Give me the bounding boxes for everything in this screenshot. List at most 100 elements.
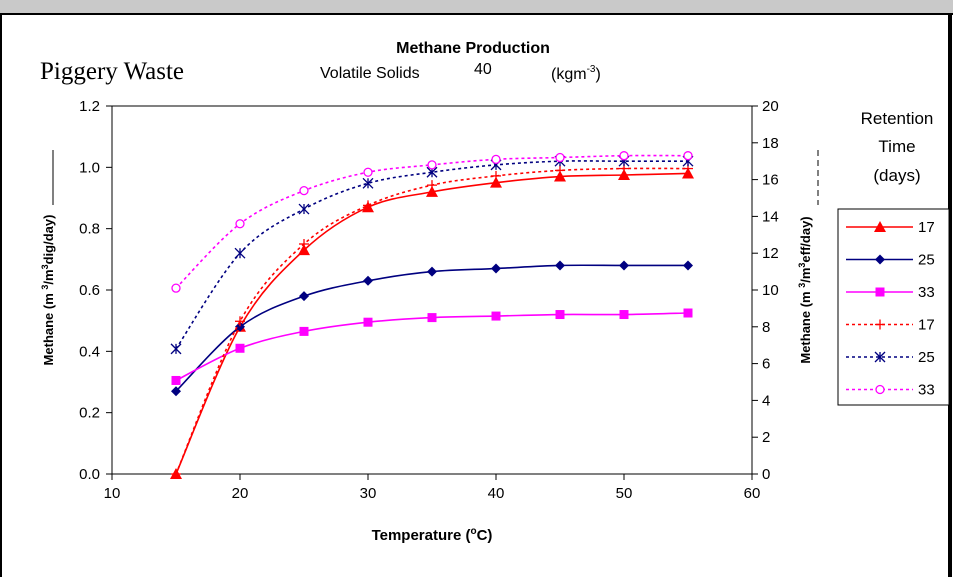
y-left-a: Methane (m [41, 290, 56, 366]
y-left-b: /m [41, 269, 56, 284]
marker-square [299, 326, 309, 336]
chart-title: Methane Production [396, 40, 550, 57]
marker-square [555, 310, 565, 320]
y-left-axis-ticks: 0.0 0.2 0.4 0.6 0.8 1.0 1.2 [79, 98, 112, 483]
x-tick-label: 20 [232, 485, 249, 502]
marker-triangle [874, 221, 886, 232]
vs-unit-open: (kgm [551, 66, 587, 83]
series-layer [170, 151, 694, 479]
marker-circle [299, 185, 309, 196]
volatile-solids-value: 40 [474, 61, 492, 78]
y-right-sup1: 3 [797, 283, 807, 288]
y-left-sup1: 3 [40, 285, 50, 290]
y-right-tick-label: 20 [762, 98, 779, 115]
x-label-prefix: Temperature ( [372, 527, 471, 544]
marker-square [171, 375, 181, 385]
series-dig-25 [171, 260, 693, 397]
x-tick-label: 10 [104, 485, 121, 502]
x-tick-label: 40 [488, 485, 505, 502]
legend-entry: 17 [846, 317, 935, 334]
y-right-label-group: Methane (m 3/m3eff/day) [797, 216, 813, 363]
vs-unit-exp: -3 [587, 64, 596, 75]
x-axis-label: Temperature (oC) [372, 526, 493, 544]
y-left-tick-label: 1.0 [79, 159, 100, 176]
y-right-tick-label: 8 [762, 319, 770, 336]
marker-diamond [875, 254, 885, 265]
marker-circle [683, 151, 693, 161]
y-right-tick-label: 12 [762, 245, 779, 262]
marker-triangle [298, 244, 310, 256]
marker-triangle [426, 185, 438, 197]
legend-box [837, 208, 950, 406]
y-right-axis-ticks: 0 2 4 6 8 10 12 14 16 18 20 [752, 98, 779, 483]
y-right-b: /m [798, 268, 813, 283]
marker-diamond [619, 260, 629, 271]
marker-square [363, 317, 373, 327]
y-left-tick-label: 0.4 [79, 343, 100, 360]
marker-triangle [618, 169, 630, 180]
y-right-tick-label: 0 [762, 466, 770, 483]
series-dig-33 [171, 308, 693, 385]
legend-title-line2: Time [878, 137, 915, 156]
y-right-tick-label: 6 [762, 356, 770, 373]
y-right-tick-label: 16 [762, 172, 779, 189]
marker-diamond [299, 291, 309, 302]
x-label-sup: o [470, 526, 476, 537]
y-right-tick-label: 4 [762, 392, 770, 409]
legend-entry: 25 [846, 349, 935, 366]
marker-square [875, 287, 885, 297]
marker-square [491, 311, 501, 321]
marker-square [619, 310, 629, 320]
vs-unit-close: ) [595, 66, 600, 83]
legend-title-line1: Retention [861, 109, 934, 128]
marker-diamond [363, 275, 373, 286]
legend-entry: 33 [846, 382, 935, 399]
y-right-tick-label: 2 [762, 429, 770, 446]
series-line [175, 160, 688, 350]
marker-circle [619, 151, 629, 161]
marker-circle [427, 160, 437, 170]
y-left-c: dig/day) [41, 215, 56, 265]
legend-label: 25 [918, 349, 935, 366]
marker-square [683, 308, 693, 318]
legend-label: 17 [918, 219, 935, 236]
marker-diamond [235, 321, 245, 332]
legend-entry: 25 [846, 252, 935, 269]
y-left-sup2: 3 [40, 264, 50, 269]
marker-circle [235, 219, 245, 229]
y-right-tick-label: 14 [762, 208, 779, 225]
marker-triangle [490, 176, 502, 188]
legend-entry: 33 [846, 284, 935, 301]
legend-label: 25 [918, 252, 935, 269]
y-left-tick-label: 0.8 [79, 221, 100, 238]
y-right-tick-label: 10 [762, 282, 779, 299]
x-axis-ticks: 10 20 30 40 50 60 [104, 474, 760, 502]
marker-triangle [554, 170, 566, 182]
y-right-tick-label: 18 [762, 135, 779, 152]
legend-entries: 17 25 33 17 25 33 [846, 219, 935, 399]
volatile-solids-unit: (kgm-3) [551, 64, 601, 83]
y-left-tick-label: 0.6 [79, 282, 100, 299]
x-tick-label: 30 [360, 485, 377, 502]
marker-square [235, 343, 245, 353]
y-left-tick-label: 1.2 [79, 98, 100, 115]
marker-diamond [427, 266, 437, 277]
marker-circle [491, 154, 501, 165]
y-right-a: Methane (m [798, 288, 813, 364]
y-right-axis-label: Methane (m 3/m3eff/day) [797, 216, 813, 363]
top-strip [0, 0, 953, 14]
y-left-axis-label: Methane (m 3/m3dig/day) [40, 215, 56, 366]
legend-title-line3: (days) [873, 166, 920, 185]
y-left-label-group: Methane (m 3/m3dig/day) [40, 215, 56, 366]
y-right-sup2: 3 [797, 263, 807, 268]
marker-circle [555, 152, 565, 163]
legend-label: 33 [918, 382, 935, 399]
marker-diamond [555, 260, 565, 271]
piggery-waste-label: Piggery Waste [40, 58, 184, 85]
marker-circle [363, 167, 373, 177]
x-label-suffix: C) [477, 527, 493, 544]
legend-label: 33 [918, 284, 935, 301]
volatile-solids-label: Volatile Solids [320, 65, 420, 82]
marker-circle [171, 283, 181, 293]
y-right-c: eff/day) [798, 216, 813, 262]
